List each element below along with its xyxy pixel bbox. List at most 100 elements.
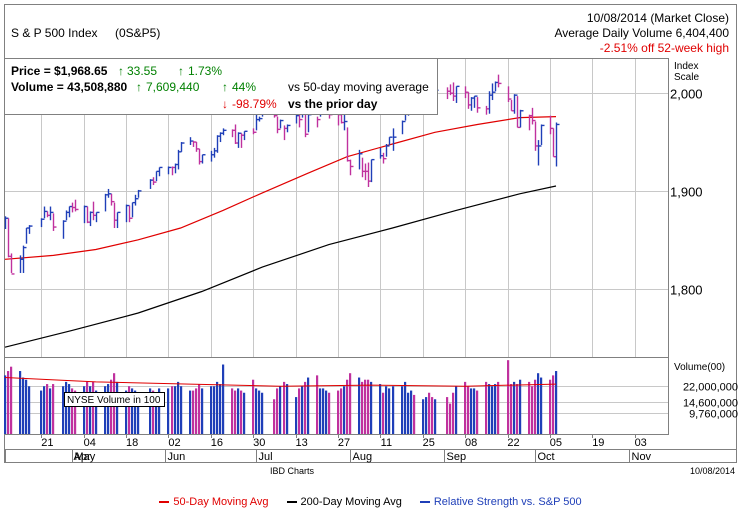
volume-bar [189, 390, 192, 434]
price-bar [128, 205, 133, 223]
volume-bar [71, 388, 74, 434]
volume-bar [452, 392, 455, 434]
volume-bar [301, 386, 304, 434]
volume-bar [243, 392, 246, 434]
volume-bar [10, 366, 13, 434]
price-bar [286, 124, 291, 133]
volume-bar [531, 386, 534, 434]
price-bar [252, 128, 257, 135]
time-tick-label: 19 [592, 437, 604, 449]
price-bar [180, 142, 185, 152]
volume-bar [464, 381, 467, 434]
volume-bar [167, 388, 170, 434]
volume-bar [131, 388, 134, 434]
time-tick-label: 25 [423, 437, 435, 449]
volume-bar [449, 403, 452, 434]
volume-bar [4, 375, 7, 434]
time-tick-label: 30 [253, 437, 265, 449]
volume-bar [210, 386, 213, 434]
price-bar [137, 189, 142, 198]
volume-bar [467, 386, 470, 434]
volume-bar [367, 379, 370, 434]
price-change: 33.55 [127, 64, 157, 78]
volume-bar [283, 381, 286, 434]
price-bar [316, 116, 321, 128]
volume-bar [485, 381, 488, 434]
price-bar [116, 211, 121, 229]
volume-bar [104, 386, 107, 434]
month-label: Sep [447, 451, 467, 463]
volume-bar [382, 392, 385, 434]
price-bar [95, 211, 100, 223]
price-bar [74, 199, 79, 212]
volume-change-arrow: ↑ [136, 80, 142, 94]
ma50-series [4, 116, 557, 260]
price-bar [343, 114, 348, 131]
volume-bar [364, 379, 367, 434]
price-bar [52, 213, 57, 231]
volume-bar [431, 397, 434, 434]
volume-bar [425, 397, 428, 434]
volume-bar [510, 384, 513, 434]
volume-bar [410, 390, 413, 434]
price-line: Price = $1,968.65 [11, 64, 108, 78]
price-bar [304, 112, 309, 138]
time-tick-label: 04 [84, 437, 96, 449]
volume-bar [95, 390, 98, 434]
ma200-series [4, 185, 557, 348]
volume-bar [255, 388, 258, 434]
price-bar [222, 128, 227, 136]
price-change-pct-arrow: ↑ [178, 64, 184, 78]
price-bar [540, 124, 545, 145]
price-bar [537, 140, 542, 166]
month-label: May [75, 451, 96, 463]
volume-bar [258, 390, 261, 434]
volume-bar [19, 371, 22, 434]
month-label: Jun [168, 451, 186, 463]
volume-bar [488, 384, 491, 434]
ma200-line [4, 185, 557, 348]
volume-bar [379, 384, 382, 434]
volume-bar [43, 386, 46, 434]
price-bar [370, 158, 375, 183]
average-daily-volume: Average Daily Volume 6,404,400 [554, 26, 729, 40]
volume-bar [125, 390, 128, 434]
volume-bar [62, 386, 65, 434]
volume-bar [422, 399, 425, 434]
legend-ma50-label: 50-Day Moving Avg [173, 496, 269, 508]
volume-bar [528, 381, 531, 434]
legend-ma50: 50-Day Moving Avg [159, 496, 269, 512]
price-bar [10, 253, 15, 275]
volume-bar [473, 388, 476, 434]
volume-bar [22, 377, 25, 434]
volume-bar [434, 399, 437, 434]
volume-bar [413, 394, 416, 434]
volume-bar [276, 388, 279, 434]
volume-bar [337, 390, 340, 434]
price-bar [49, 206, 54, 221]
month-label: Jul [259, 451, 273, 463]
time-tick-label: 05 [550, 437, 562, 449]
volume-bar [65, 381, 68, 434]
price-bar [279, 119, 284, 129]
legend-ma200-label: 200-Day Moving Avg [300, 496, 402, 508]
volume-bar [222, 364, 225, 434]
volume-bar [237, 388, 240, 434]
volume-bar [540, 377, 543, 434]
price-bar [555, 122, 560, 167]
volume-line: Volume = 43,508,880 [11, 80, 128, 94]
price-bar [201, 154, 206, 164]
ma50-line [4, 116, 557, 260]
volume-bar [307, 377, 310, 434]
volume-bar [404, 381, 407, 434]
price-bar [491, 83, 496, 101]
time-tick-label: 03 [635, 437, 647, 449]
price-change-arrow: ↑ [118, 64, 124, 78]
volume-bar [252, 379, 255, 434]
volume-bar [279, 386, 282, 434]
volume-tick-label: 9,760,000 [689, 409, 738, 421]
volume-bar [107, 384, 110, 434]
legend-rs: Relative Strength vs. S&P 500 [419, 496, 582, 512]
